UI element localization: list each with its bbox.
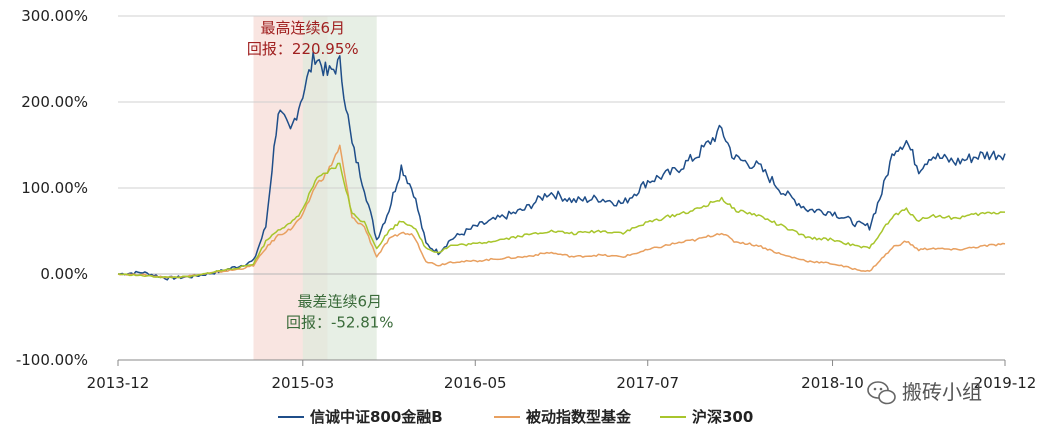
x-tick-label: 2017-07 (616, 374, 679, 392)
grid-lines (118, 15, 1005, 361)
y-tick-label: 0.00% (40, 265, 88, 283)
annotation-best-6m-line-0: 最高连续6月 (261, 19, 346, 37)
series-line-2 (117, 162, 1005, 279)
legend-label-2: 沪深300 (692, 408, 753, 426)
y-tick-label: 200.00% (21, 93, 88, 111)
wechat-icon (867, 381, 896, 405)
legend: 信诚中证800金融B 被动指数型基金 沪深300 (278, 408, 753, 426)
y-axis: 300.00% 200.00% 100.00% 0.00% -100.00% (16, 7, 88, 369)
series-line-0 (117, 51, 1006, 281)
x-tick-label: 2015-03 (271, 374, 334, 392)
x-tick-label: 2013-12 (87, 374, 150, 392)
legend-label-1: 被动指数型基金 (526, 408, 632, 426)
annotation-worst-6m-line-0: 最差连续6月 (297, 293, 382, 311)
y-tick-label: 300.00% (21, 7, 88, 25)
watermark-text: 搬砖小组 (902, 380, 982, 404)
annotation-worst-6m-line-1: 回报：-52.81% (286, 314, 394, 332)
series-line-1 (117, 144, 1006, 279)
x-tick-label: 2018-10 (801, 374, 864, 392)
x-axis: 2013-12 2015-03 2016-05 2017-07 2018-10 2019-… (87, 359, 1037, 392)
x-tick-label: 2019-12 (974, 374, 1037, 392)
annotation-best-6m-line-1: 回报：220.95% (247, 40, 359, 58)
watermark: 搬砖小组 (867, 380, 982, 405)
series-lines (117, 51, 1006, 281)
y-tick-label: 100.00% (21, 179, 88, 197)
legend-label-0: 信诚中证800金融B (310, 408, 443, 426)
y-tick-label: -100.00% (16, 351, 88, 369)
x-tick-label: 2016-05 (444, 374, 507, 392)
